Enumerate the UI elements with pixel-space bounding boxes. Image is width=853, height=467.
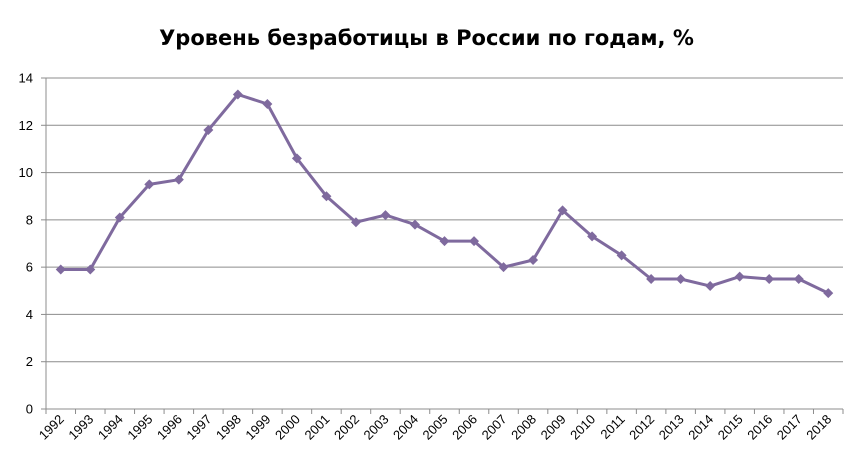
data-point — [793, 273, 804, 284]
x-tick-label: 2003 — [361, 412, 392, 443]
y-tick-label: 12 — [19, 118, 33, 133]
x-tick-label: 2010 — [567, 412, 598, 443]
x-tick-label: 2014 — [685, 412, 716, 443]
x-tick-labels: 1992199319941995199619971998199920002001… — [36, 412, 835, 443]
data-point — [114, 212, 125, 223]
x-tick-label: 2008 — [508, 412, 539, 443]
x-tick-label: 2017 — [774, 412, 805, 443]
y-tick-label: 10 — [19, 165, 33, 180]
x-tick-label: 1992 — [36, 412, 67, 443]
data-point — [528, 255, 539, 266]
data-point — [262, 99, 273, 110]
data-point — [291, 153, 302, 164]
data-point — [350, 217, 361, 228]
axes — [41, 77, 844, 414]
x-tick-label: 2011 — [597, 412, 627, 442]
y-tick-label: 8 — [26, 212, 33, 227]
x-tick-label: 1995 — [124, 412, 155, 443]
x-tick-label: 2002 — [331, 412, 362, 443]
x-tick-label: 2005 — [420, 412, 451, 443]
y-tick-label: 0 — [26, 402, 33, 417]
data-point — [764, 273, 775, 284]
data-point — [144, 179, 155, 190]
x-tick-label: 1998 — [213, 412, 244, 443]
data-series — [60, 93, 829, 295]
x-tick-label: 2000 — [272, 412, 303, 443]
data-point — [439, 236, 450, 247]
data-point — [498, 262, 509, 273]
data-point — [85, 264, 96, 275]
data-point — [321, 191, 332, 202]
data-point — [380, 210, 391, 221]
x-tick-label: 1997 — [183, 412, 214, 443]
data-point — [557, 205, 568, 216]
chart-title: Уровень безработицы в России по годам, % — [159, 26, 694, 50]
data-point — [203, 125, 214, 136]
x-tick-label: 2001 — [301, 412, 332, 443]
data-point — [734, 271, 745, 282]
x-tick-label: 2009 — [538, 412, 569, 443]
x-tick-label: 2018 — [803, 412, 834, 443]
data-point — [616, 250, 627, 261]
x-tick-label: 2012 — [626, 412, 657, 443]
x-tick-label: 1993 — [65, 412, 96, 443]
x-tick-label: 2006 — [449, 412, 480, 443]
data-point — [823, 288, 834, 299]
series-line — [60, 93, 829, 295]
y-tick-labels: 0 2 4 6 8 10 12 14 — [19, 71, 33, 417]
x-tick-label: 1994 — [95, 412, 126, 443]
y-tick-label: 2 — [26, 354, 33, 369]
data-markers — [55, 89, 834, 299]
data-point — [232, 89, 243, 100]
x-tick-label: 2013 — [656, 412, 687, 443]
data-point — [646, 273, 657, 284]
y-tick-label: 4 — [26, 307, 33, 322]
data-point — [587, 231, 598, 242]
x-tick-label: 2007 — [479, 412, 510, 443]
data-point — [173, 174, 184, 185]
x-tick-label: 1999 — [242, 412, 273, 443]
y-tick-label: 6 — [26, 260, 33, 275]
data-point — [675, 273, 686, 284]
x-tick-label: 2004 — [390, 412, 421, 443]
x-tick-label: 1996 — [154, 412, 185, 443]
gridlines — [46, 77, 843, 363]
data-point — [55, 264, 66, 275]
data-point — [705, 281, 716, 292]
x-tick-label: 2016 — [744, 412, 775, 443]
x-tick-label: 2015 — [715, 412, 746, 443]
data-point — [469, 236, 480, 247]
y-tick-label: 14 — [19, 71, 33, 86]
data-point — [409, 219, 420, 230]
